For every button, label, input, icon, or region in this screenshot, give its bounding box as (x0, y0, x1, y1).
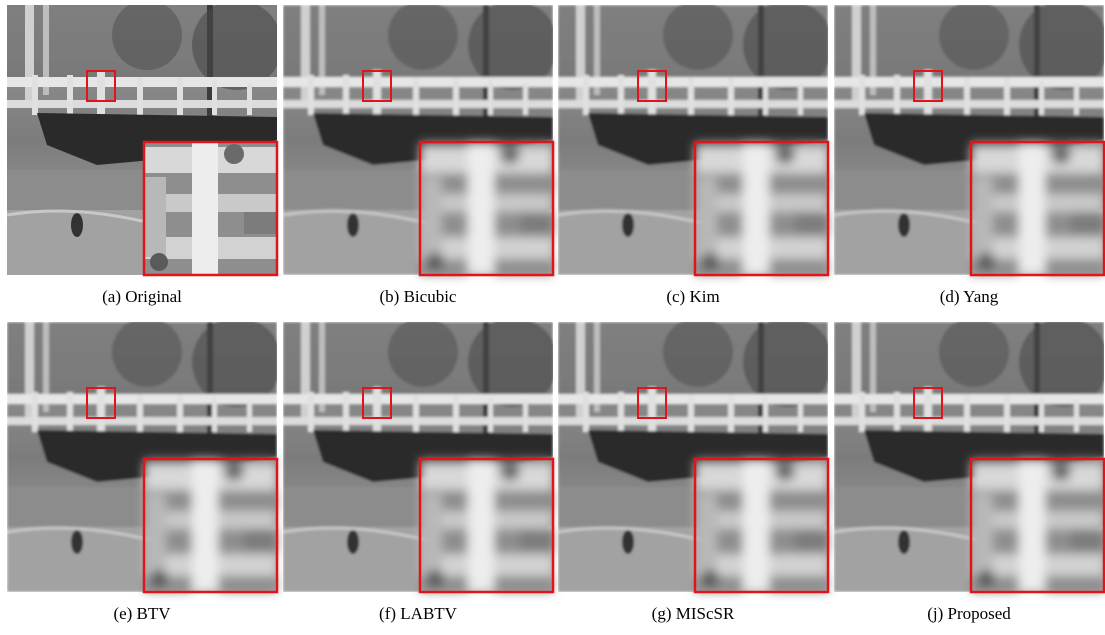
zoom-inset (971, 142, 1104, 275)
inset-content (144, 459, 277, 592)
inset-content (695, 459, 828, 592)
panel-grid: (a) Original (b) Bicubic (c) Kim (d) Yang (e… (7, 0, 1105, 623)
inset-content (971, 142, 1104, 275)
image-panel: (e) BTV (7, 317, 282, 623)
caption: (g) MIScSR (652, 604, 735, 623)
caption: (e) BTV (113, 604, 171, 623)
inset-content (971, 459, 1104, 592)
inset-image (971, 459, 1104, 592)
zoom-inset (971, 459, 1104, 592)
inset-content (144, 142, 277, 275)
inset-image (695, 459, 828, 592)
image-panel: (d) Yang (834, 0, 1105, 306)
zoom-inset (144, 459, 277, 592)
inset-content (420, 459, 553, 592)
zoom-inset (420, 459, 553, 592)
image-panel: (j) Proposed (834, 317, 1105, 623)
zoom-inset (420, 142, 553, 275)
caption: (j) Proposed (927, 604, 1011, 623)
image-panel: (c) Kim (558, 0, 833, 306)
caption: (c) Kim (666, 287, 719, 306)
inset-image (420, 459, 553, 592)
image-panel: (g) MIScSR (558, 317, 833, 623)
image-panel: (f) LABTV (283, 317, 558, 623)
inset-image (971, 142, 1104, 275)
inset-image (144, 142, 277, 275)
inset-content (695, 142, 828, 275)
figure: (a) Original (b) Bicubic (c) Kim (d) Yang (e… (0, 0, 1105, 630)
inset-image (695, 142, 828, 275)
image-panel: (a) Original (7, 0, 282, 306)
inset-image (144, 459, 277, 592)
zoom-inset (695, 142, 828, 275)
caption: (b) Bicubic (380, 287, 457, 306)
inset-image (420, 142, 553, 275)
zoom-inset (144, 142, 277, 275)
inset-content (420, 142, 553, 275)
zoom-inset (695, 459, 828, 592)
caption: (f) LABTV (379, 604, 458, 623)
caption: (d) Yang (940, 287, 999, 306)
caption: (a) Original (102, 287, 182, 306)
image-panel: (b) Bicubic (283, 0, 558, 306)
